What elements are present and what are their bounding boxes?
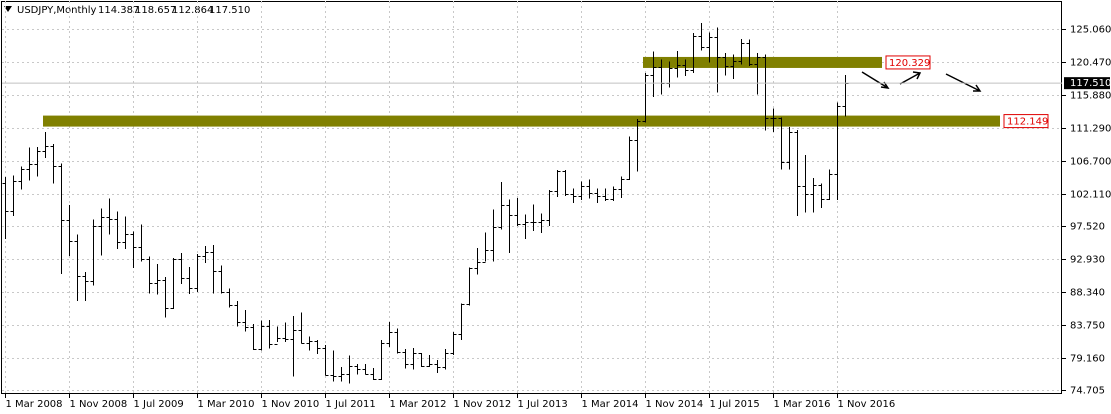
header-low: 112.864 — [172, 5, 213, 16]
y-tick-label: 97.520 — [1070, 222, 1105, 233]
level-label: 112.149 — [1007, 117, 1048, 128]
y-tick-label: 120.470 — [1070, 58, 1111, 69]
level-label-box — [1003, 114, 1049, 129]
x-tick-label: 1 Nov 2008 — [70, 399, 128, 410]
chart-title: USDJPY,Monthly — [17, 5, 97, 16]
x-tick-label: 1 Jul 2009 — [134, 399, 184, 410]
y-tick-label: 83.750 — [1070, 321, 1105, 332]
arrow — [945, 73, 982, 92]
x-tick-label: 1 Mar 2016 — [774, 399, 831, 410]
x-tick-label: 1 Mar 2012 — [390, 399, 447, 410]
arrow — [899, 71, 922, 85]
header-open: 114.387 — [98, 5, 139, 16]
arrows — [861, 71, 982, 92]
header-close: 117.510 — [209, 5, 250, 16]
level-zone — [643, 56, 882, 68]
level-zone — [43, 115, 1000, 127]
x-tick-label: 1 Mar 2008 — [6, 399, 63, 410]
plot-frame — [1, 1, 1062, 394]
x-tick-label: 1 Jul 2015 — [710, 399, 760, 410]
header-high: 118.657 — [135, 5, 176, 16]
y-tick-label: 79.160 — [1070, 354, 1105, 365]
arrow — [861, 71, 890, 89]
x-tick-label: 1 Mar 2014 — [582, 399, 639, 410]
y-tick-label: 92.930 — [1070, 255, 1105, 266]
x-tick-label: 1 Jul 2013 — [518, 399, 568, 410]
current-price-box — [1064, 77, 1110, 90]
y-tick-label: 88.340 — [1070, 288, 1105, 299]
y-tick-label: 125.060 — [1070, 25, 1111, 36]
y-tick-label: 74.705 — [1070, 386, 1105, 397]
y-tick-label: 106.700 — [1070, 157, 1111, 168]
x-tick-label: 1 Nov 2010 — [262, 399, 320, 410]
x-tick-label: 1 Nov 2012 — [454, 399, 512, 410]
x-tick-label: 1 Mar 2010 — [198, 399, 255, 410]
x-tick-label: 1 Nov 2014 — [646, 399, 704, 410]
x-tick-label: 1 Jul 2011 — [326, 399, 376, 410]
level-label: 120.329 — [889, 58, 930, 69]
current-price-label: 117.510 — [1070, 78, 1111, 89]
level-label-box — [885, 55, 931, 70]
y-tick-label: 115.880 — [1070, 91, 1111, 102]
y-tick-label: 111.290 — [1070, 124, 1111, 135]
y-tick-label: 102.110 — [1070, 190, 1111, 201]
x-tick-label: 1 Nov 2016 — [838, 399, 896, 410]
